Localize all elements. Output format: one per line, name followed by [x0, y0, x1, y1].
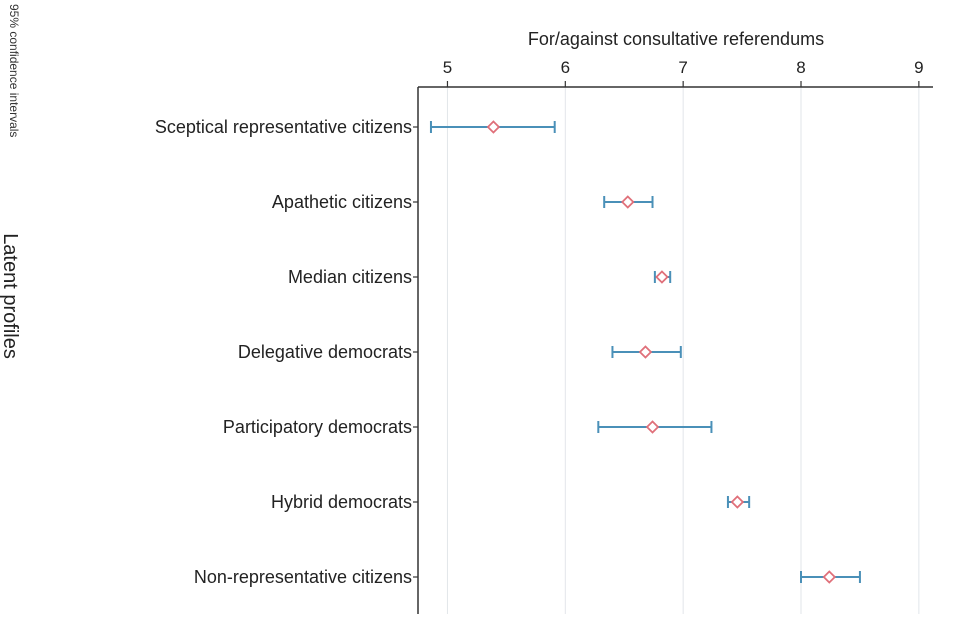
estimate-marker: [655, 270, 669, 284]
category-label: Hybrid democrats: [271, 492, 412, 512]
category-label: Apathetic citizens: [272, 192, 412, 212]
x-tick-label: 5: [443, 58, 452, 77]
plot-area: 5 6 7 8 9 Sceptical representative citizens Ap…: [155, 58, 933, 614]
category-label: Delegative democrats: [238, 342, 412, 362]
estimate-marker: [620, 195, 635, 209]
x-tick-label: 7: [678, 58, 687, 77]
x-tick-label: 6: [561, 58, 570, 77]
x-axis-title: For/against consultative referendums: [528, 29, 824, 49]
category-label: Sceptical representative citizens: [155, 117, 412, 137]
y-axis-title: Latent profiles: [0, 233, 21, 359]
estimate-marker: [730, 495, 745, 509]
ci-note: 95% confidence intervals: [7, 4, 21, 137]
x-tick-label: 8: [796, 58, 805, 77]
category-label: Non-representative citizens: [194, 567, 412, 587]
category-label: Participatory democrats: [223, 417, 412, 437]
estimate-marker: [638, 345, 653, 359]
estimate-marker: [822, 570, 837, 584]
category-label: Median citizens: [288, 267, 412, 287]
x-tick-label: 9: [914, 58, 923, 77]
estimate-marker: [486, 120, 501, 134]
estimate-marker: [645, 420, 660, 434]
